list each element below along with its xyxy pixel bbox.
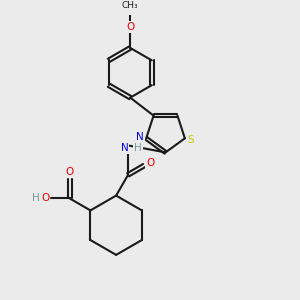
Text: H: H xyxy=(32,194,40,203)
Text: H: H xyxy=(134,143,142,153)
Text: O: O xyxy=(65,167,74,177)
Text: S: S xyxy=(188,135,194,145)
Text: N: N xyxy=(136,132,144,142)
Text: O: O xyxy=(41,194,49,203)
Text: CH₃: CH₃ xyxy=(122,1,139,10)
Text: O: O xyxy=(126,22,134,32)
Text: N: N xyxy=(121,143,129,153)
Text: O: O xyxy=(146,158,154,168)
